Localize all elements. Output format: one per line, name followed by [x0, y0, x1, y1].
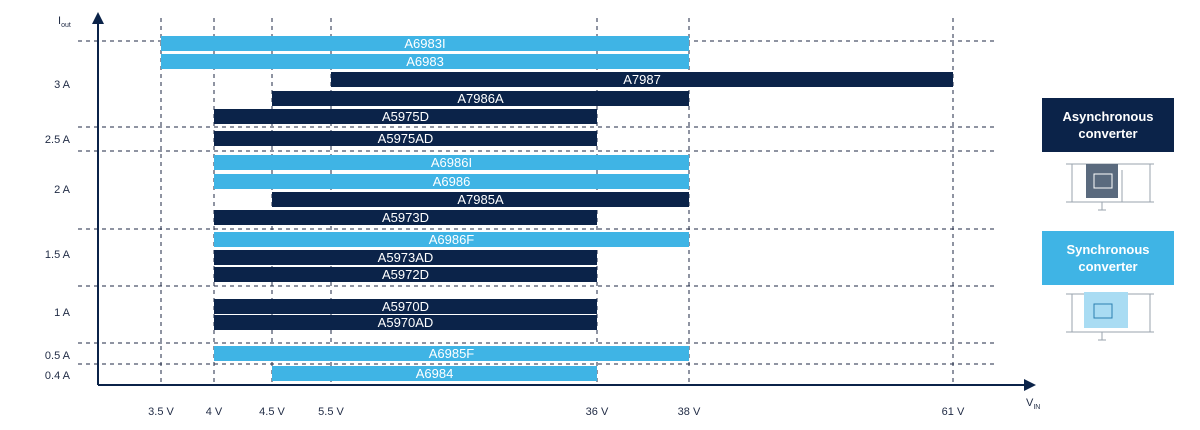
bar-a6986f — [214, 232, 689, 247]
bar-a6986 — [214, 174, 689, 189]
x-tick-label-3: 5.5 V — [318, 406, 344, 418]
y-tick-label-2: 2 A — [54, 184, 71, 196]
bar-label-a6986: A6986 — [433, 174, 471, 189]
legend-asynchronous: Asynchronous converter — [1042, 98, 1174, 152]
y-axis-title: Iout — [58, 15, 71, 29]
bar-a7986a — [272, 91, 689, 106]
x-tick-labels: 3.5 V 4 V 4.5 V 5.5 V 36 V 38 V 61 V — [148, 406, 965, 418]
y-tick-label-0: 3 A — [54, 79, 71, 91]
bar-a6985f — [214, 346, 689, 361]
bars-group: A6983I A6983 A7987 A7986A A5975D A5975AD A6986… — [161, 36, 953, 381]
bar-a6986i — [214, 155, 689, 170]
y-tick-label-1: 2.5 A — [45, 134, 71, 146]
y-tick-label-4: 1 A — [54, 307, 71, 319]
bar-label-a5972d: A5972D — [382, 267, 429, 282]
bar-a7987 — [331, 72, 953, 87]
bar-label-a5975ad: A5975AD — [378, 131, 434, 146]
bar-label-a5975d: A5975D — [382, 109, 429, 124]
x-tick-label-5: 38 V — [678, 406, 701, 418]
bar-label-a5973d: A5973D — [382, 210, 429, 225]
bar-a6983 — [161, 54, 689, 69]
legend-synchronous-line1: Synchronous — [1066, 242, 1150, 257]
x-tick-label-0: 3.5 V — [148, 406, 174, 418]
y-axis-arrow-icon — [92, 12, 104, 24]
y-tick-label-6: 0.4 A — [45, 370, 71, 382]
bar-a6984 — [272, 366, 597, 381]
synchronous-schematic-icon — [1066, 292, 1154, 341]
legend-asynchronous-line1: Asynchronous — [1062, 109, 1154, 124]
legend-asynchronous-line2: converter — [1078, 126, 1138, 141]
asynchronous-schematic-icon — [1066, 163, 1154, 211]
bar-label-a7987: A7987 — [623, 72, 661, 87]
y-tick-label-5: 0.5 A — [45, 350, 71, 362]
bar-a7985a — [272, 192, 689, 207]
x-tick-label-6: 61 V — [942, 406, 965, 418]
bar-label-a6984: A6984 — [416, 366, 454, 381]
y-tick-labels: 3 A 2.5 A 2 A 1.5 A 1 A 0.5 A 0.4 A — [45, 79, 71, 382]
bar-a5973d — [214, 210, 597, 225]
bar-a5975d — [214, 109, 597, 124]
bar-label-a5973ad: A5973AD — [378, 250, 434, 265]
bar-a5972d — [214, 267, 597, 282]
bar-a5973ad — [214, 250, 597, 265]
bar-label-a7985a: A7985A — [457, 192, 504, 207]
x-tick-label-1: 4 V — [206, 406, 223, 418]
x-axis-title: VIN — [1026, 397, 1040, 411]
bar-a5970d — [214, 299, 597, 314]
bar-a5970ad — [214, 315, 597, 330]
bar-a6983i — [161, 36, 689, 51]
bar-label-a5970ad: A5970AD — [378, 315, 434, 330]
bar-label-a6986i: A6986I — [431, 155, 472, 170]
bar-label-a5970d: A5970D — [382, 299, 429, 314]
bar-a5975ad — [214, 131, 597, 146]
x-axis-arrow-icon — [1024, 379, 1036, 391]
bar-label-a6983i: A6983I — [404, 36, 445, 51]
bar-label-a6986f: A6986F — [429, 232, 475, 247]
bar-label-a6985f: A6985F — [429, 346, 475, 361]
x-tick-label-2: 4.5 V — [259, 406, 285, 418]
legend-synchronous-line2: converter — [1078, 259, 1138, 274]
x-tick-label-4: 36 V — [586, 406, 609, 418]
axes: Iout VIN — [58, 12, 1040, 411]
legend-synchronous: Synchronous converter — [1042, 231, 1174, 285]
bar-label-a6983: A6983 — [406, 54, 444, 69]
bar-label-a7986a: A7986A — [457, 91, 504, 106]
y-tick-label-3: 1.5 A — [45, 249, 71, 261]
